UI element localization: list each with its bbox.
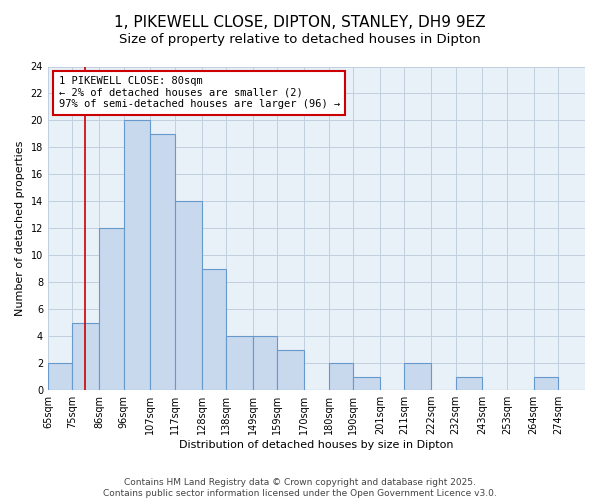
Bar xyxy=(202,268,226,390)
Bar xyxy=(48,363,73,390)
Bar xyxy=(329,363,353,390)
Bar xyxy=(253,336,277,390)
Bar xyxy=(175,202,202,390)
Bar xyxy=(404,363,431,390)
Bar xyxy=(151,134,175,390)
Bar xyxy=(353,376,380,390)
X-axis label: Distribution of detached houses by size in Dipton: Distribution of detached houses by size … xyxy=(179,440,454,450)
Bar xyxy=(124,120,151,390)
Bar xyxy=(534,376,558,390)
Bar xyxy=(277,350,304,390)
Bar xyxy=(99,228,124,390)
Text: 1, PIKEWELL CLOSE, DIPTON, STANLEY, DH9 9EZ: 1, PIKEWELL CLOSE, DIPTON, STANLEY, DH9 … xyxy=(114,15,486,30)
Bar xyxy=(73,322,99,390)
Y-axis label: Number of detached properties: Number of detached properties xyxy=(15,140,25,316)
Bar xyxy=(226,336,253,390)
Text: 1 PIKEWELL CLOSE: 80sqm
← 2% of detached houses are smaller (2)
97% of semi-deta: 1 PIKEWELL CLOSE: 80sqm ← 2% of detached… xyxy=(59,76,340,110)
Text: Contains HM Land Registry data © Crown copyright and database right 2025.
Contai: Contains HM Land Registry data © Crown c… xyxy=(103,478,497,498)
Bar xyxy=(455,376,482,390)
Text: Size of property relative to detached houses in Dipton: Size of property relative to detached ho… xyxy=(119,32,481,46)
